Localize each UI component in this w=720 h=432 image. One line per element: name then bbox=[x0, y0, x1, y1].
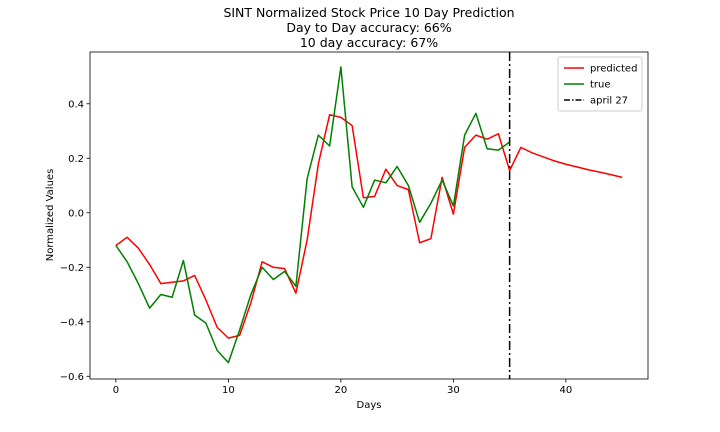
legend-label-april-27: april 27 bbox=[590, 96, 628, 107]
legend-label-predicted: predicted bbox=[590, 64, 637, 75]
y-tick-label: −0.6 bbox=[60, 372, 84, 383]
y-tick-label: 0.4 bbox=[68, 99, 84, 110]
axis-ticks: 0 10 20 30 40 −0.6 −0.4 −0.2 0.0 0.2 0.4 bbox=[60, 99, 573, 396]
legend: predicted true april 27 bbox=[557, 56, 643, 112]
y-tick-label: 0.2 bbox=[68, 154, 84, 165]
y-tick-label: −0.2 bbox=[60, 263, 84, 274]
x-tick-label: 10 bbox=[222, 385, 235, 396]
x-tick-label: 40 bbox=[560, 385, 573, 396]
series-line-predicted bbox=[115, 113, 623, 339]
series-line-true bbox=[115, 66, 511, 364]
legend-box bbox=[557, 56, 643, 112]
x-tick-label: 20 bbox=[335, 385, 348, 396]
x-tick-label: 30 bbox=[447, 385, 460, 396]
chart-title-line-2: Day to Day accuracy: 66% bbox=[286, 20, 451, 35]
chart-title-line-3: 10 day accuracy: 67% bbox=[300, 35, 438, 50]
x-axis-label: Days bbox=[357, 400, 382, 411]
chart-title: SINT Normalized Stock Price 10 Day Predi… bbox=[223, 5, 514, 50]
x-tick-label: 0 bbox=[113, 385, 119, 396]
legend-label-true: true bbox=[590, 80, 611, 91]
y-axis-label: Normalized Values bbox=[45, 169, 56, 262]
axes-frame bbox=[89, 51, 649, 380]
y-tick-label: 0.0 bbox=[68, 208, 84, 219]
y-tick-label: −0.4 bbox=[60, 317, 84, 328]
plot-lines bbox=[115, 52, 623, 379]
chart-title-line-1: SINT Normalized Stock Price 10 Day Predi… bbox=[223, 5, 514, 20]
plot-border bbox=[89, 51, 649, 380]
